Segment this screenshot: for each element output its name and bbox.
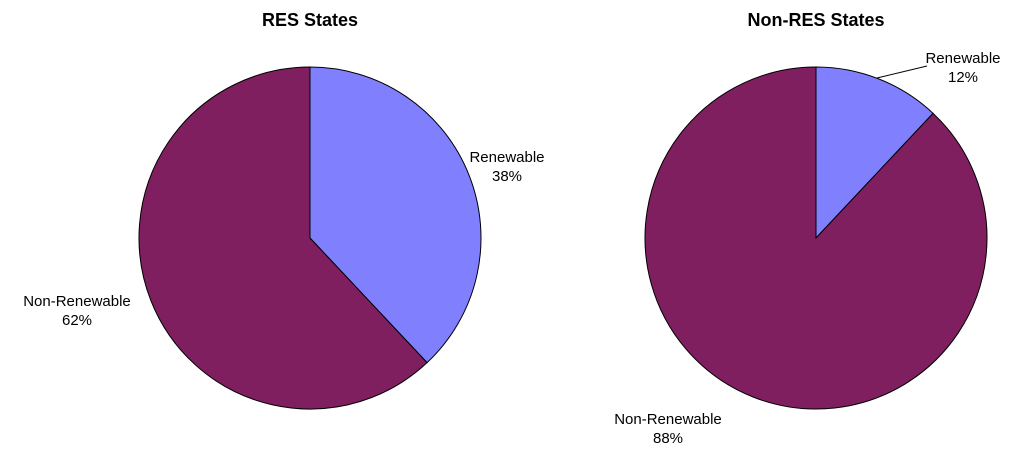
slice-value-non-renewable: 62% [62,312,92,329]
slice-label-renewable: Renewable [925,50,1000,67]
pie-slice-non-renewable [644,66,988,410]
non-res-states-pie: Non-RES States Renewable 12% Non-Renewable… [614,10,1000,447]
slice-value-renewable: 12% [948,69,978,86]
slice-label-non-renewable: Non-Renewable [23,293,131,310]
leader-line-renewable [876,65,928,79]
slice-value-non-renewable: 88% [653,430,683,447]
slice-label-non-renewable: Non-Renewable [614,411,722,428]
slice-value-renewable: 38% [492,168,522,185]
res-states-pie: RES States Renewable 38% Non-Renewable 62% [23,10,545,410]
chart-title-non-res-states: Non-RES States [747,10,884,30]
slice-label-renewable: Renewable [469,149,544,166]
pie-slice-renewable [309,66,482,364]
chart-title-res-states: RES States [262,10,358,30]
pie-slice-renewable [815,66,934,240]
pie-slice-non-renewable [138,66,428,410]
